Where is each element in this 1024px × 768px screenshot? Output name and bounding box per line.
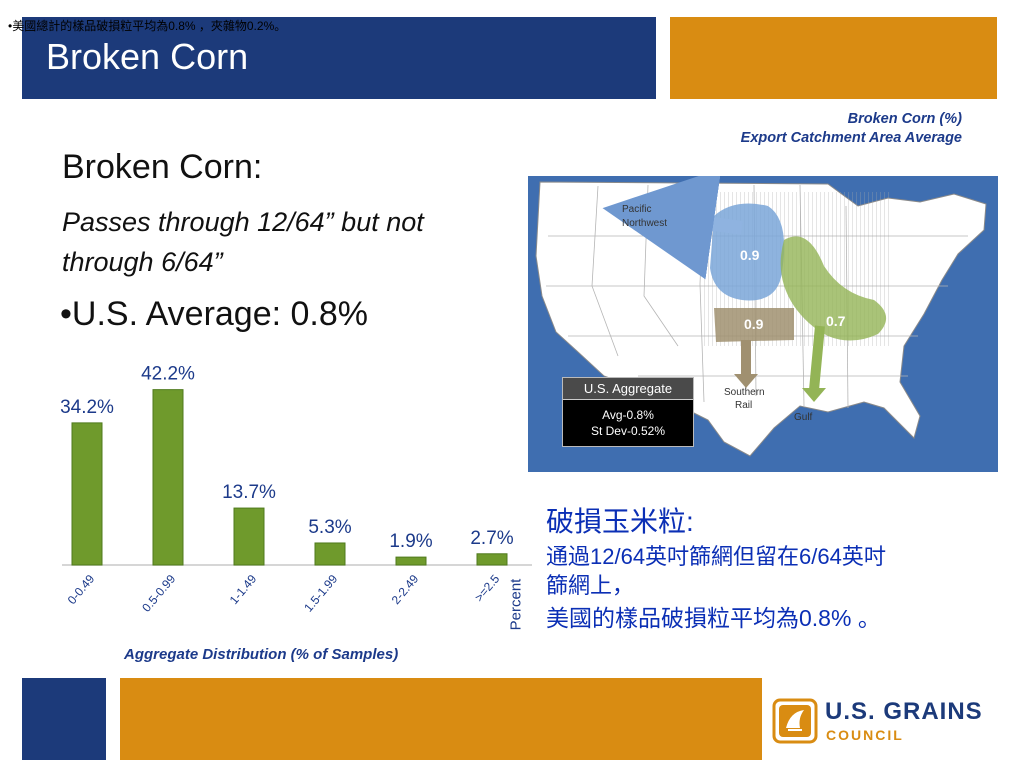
map-label-southern-rail: Southern [724,387,765,398]
bar-3 [314,542,346,566]
bar-2 [233,507,265,566]
bar-value-label-2: 13.7% [222,482,276,503]
map-caption-line1: Broken Corn (%) [847,111,962,127]
usgc-logo-icon [772,698,818,744]
bar-value-label-0: 34.2% [60,397,114,418]
map-caption-line2: Export Catchment Area Average [740,130,962,146]
aggregate-avg: Avg-0.8% [602,408,654,422]
chinese-line2: 篩網上， [546,573,635,598]
bar-4 [395,556,427,566]
bar-value-label-4: 1.9% [389,531,432,552]
slide-title: Broken Corn [46,36,249,77]
gulf-arrowhead [802,388,826,402]
map-caption: Broken Corn (%) Export Catchment Area Av… [741,110,962,148]
gulf-region [780,236,887,341]
aggregate-box: U.S. Aggregate Avg-0.8% St Dev-0.52% [562,377,694,447]
southern-rail-arrowhead [734,374,758,388]
logo-name: U.S. GRAINS [825,698,983,725]
bar-1 [152,389,184,566]
map-label-pnw-2: Northwest [622,218,667,229]
category-label-2: 1-1.49 [227,572,260,607]
chinese-summary: 破損玉米粒: 通過12/64英吋篩網但留在6/64英吋 篩網上， 美國的樣品破損… [546,502,976,636]
map-label-southern-rail-2: Rail [735,400,752,411]
bar-value-label-1: 42.2% [141,364,195,385]
content-heading: Broken Corn: [62,148,263,186]
distribution-bar-chart: 34.2% 0-0.49 42.2% 0.5-0.99 13.7% 1-1.49 5.3% 1… [60,364,532,615]
header-accent-bar [670,17,997,99]
chart-caption: Aggregate Distribution (% of Samples) [124,646,399,663]
pnw-value: 0.9 [740,247,760,263]
category-label-4: 2-2.49 [389,572,422,607]
content-average: •U.S. Average: 0.8% [60,295,369,333]
chart-bars: 34.2% 0-0.49 42.2% 0.5-0.99 13.7% 1-1.49 5.3% 1… [60,364,514,615]
footer-orange-bar [120,678,762,760]
title-bar [22,17,656,99]
chinese-line1: 通過12/64英吋篩網但留在6/64英吋 [546,544,886,569]
chinese-title: 破損玉米粒: [546,506,694,537]
chart-ylabel: Percent [507,578,525,631]
gulf-arrow [809,325,825,391]
bar-value-label-5: 2.7% [470,528,513,549]
southern-rail-region [714,308,794,342]
footer-blue-block [22,678,106,760]
southern-rail-value: 0.9 [744,316,764,332]
aggregate-stdev: St Dev-0.52% [590,424,666,438]
top-note: •美國總計的樣品破損粒平均為0.8% ，夾雜物0.2%。 [8,19,287,33]
aggregate-title: U.S. Aggregate [563,378,693,400]
chinese-line3: 美國的樣品破損粒平均為0.8% 。 [546,605,881,631]
pnw-arrow [602,176,743,280]
category-label-1: 0.5-0.99 [139,572,178,615]
logo-sub: COUNCIL [826,727,904,743]
bar-5 [476,553,508,566]
category-label-3: 1.5-1.99 [301,572,340,615]
gulf-value: 0.7 [826,313,846,329]
us-map: Pacific Northwest Southern Rail Gulf 0.9… [528,176,998,472]
content-definition: Passes through 12/64” but not through 6/… [62,207,424,277]
category-label-0: 0-0.49 [65,572,98,607]
bar-value-label-3: 5.3% [308,517,351,538]
bar-0 [71,422,103,566]
map-label-pnw: Pacific [622,204,651,215]
map-label-gulf: Gulf [794,412,813,423]
category-label-5: >=2.5 [472,572,503,605]
